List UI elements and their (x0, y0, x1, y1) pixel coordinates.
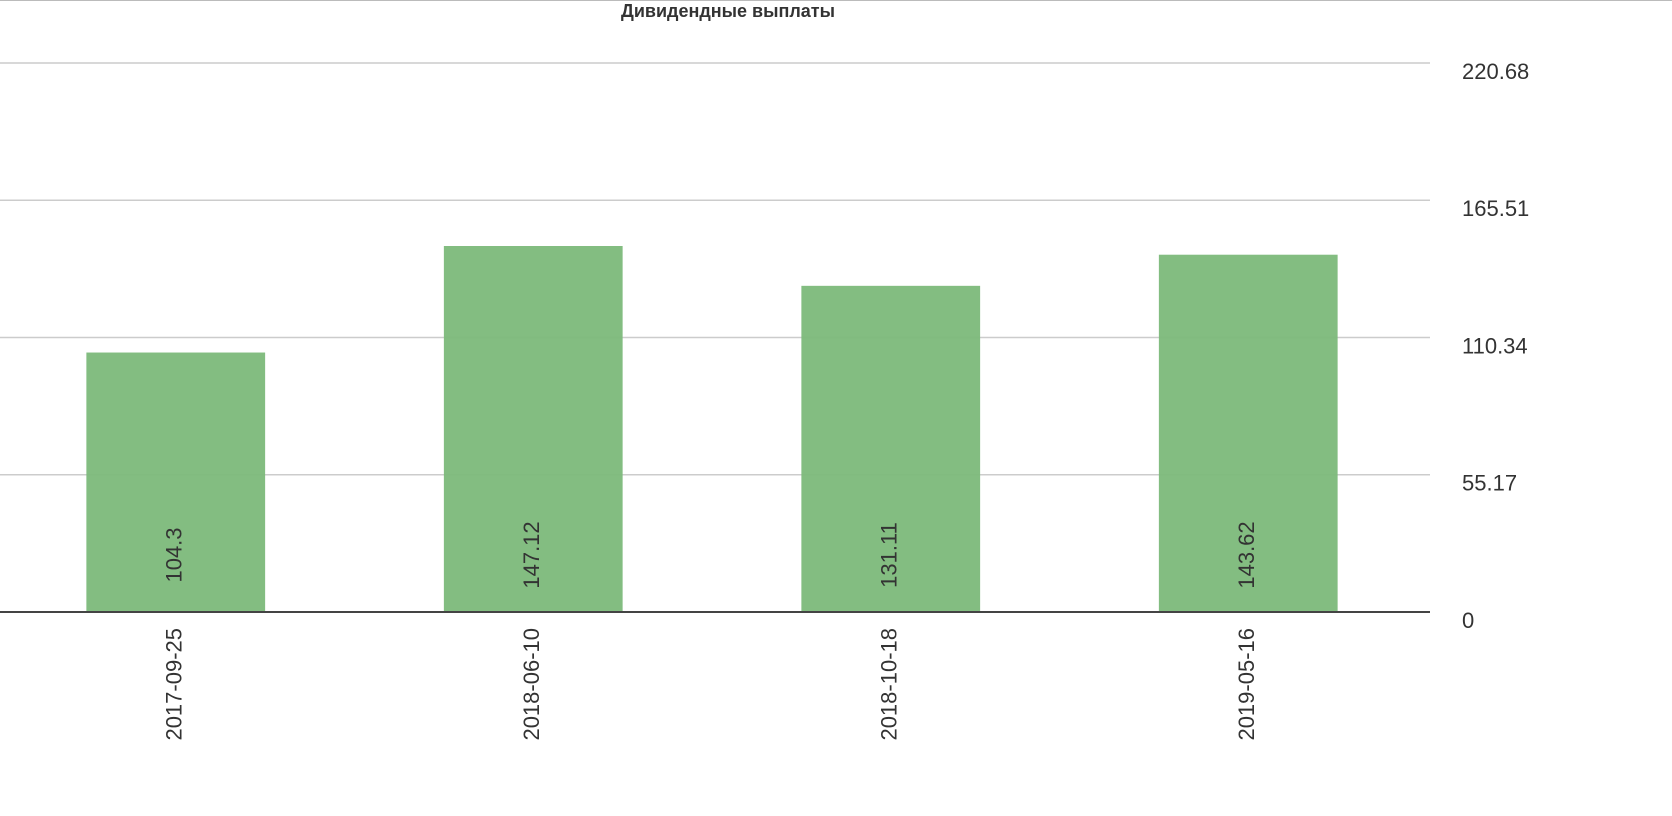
x-tick-label: 2019-05-16 (1234, 628, 1259, 741)
bar (1158, 254, 1338, 612)
value-label: 147.12 (519, 521, 544, 588)
y-tick-label: 55.17 (1462, 471, 1517, 496)
x-tick-label: 2017-09-25 (162, 628, 187, 741)
value-label: 104.3 (162, 527, 187, 582)
bar (86, 352, 266, 612)
x-tick-label: 2018-10-18 (877, 628, 902, 741)
y-tick-label: 165.51 (1462, 196, 1529, 221)
value-label: 143.62 (1234, 521, 1259, 588)
x-tick-label: 2018-06-10 (519, 628, 544, 741)
y-tick-label: 110.34 (1462, 333, 1528, 358)
bar (801, 285, 981, 612)
bar (443, 246, 623, 612)
chart-title: Дивидендные выплаты (621, 1, 835, 21)
value-label: 131.11 (877, 522, 902, 588)
y-tick-label: 220.68 (1462, 59, 1529, 84)
y-tick-label: 0 (1462, 608, 1474, 633)
